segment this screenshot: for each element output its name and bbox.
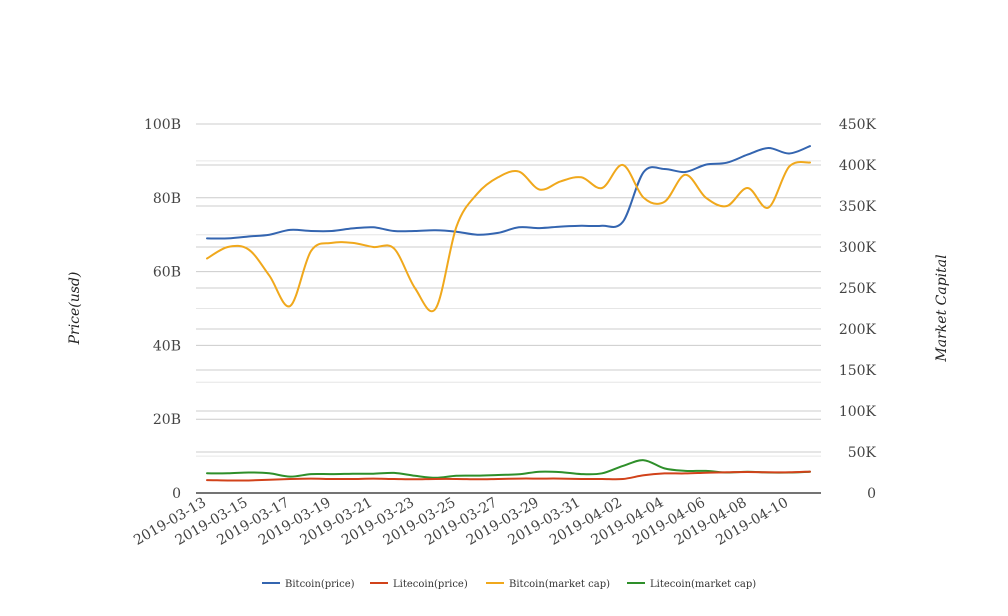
legend-label-litecoin-market-cap: Litecoin(market cap) — [650, 579, 756, 590]
right-tick-label: 200K — [839, 322, 877, 338]
series-lines — [206, 145, 811, 482]
left-axis-title: Price(usd) — [67, 272, 83, 346]
right-tick-label: 450K — [839, 117, 877, 133]
left-tick-label: 60B — [153, 265, 181, 281]
legend: Bitcoin(price) Litecoin(price) Bitcoin(mar… — [262, 579, 756, 590]
left-tick-label: 20B — [153, 412, 181, 428]
right-axis-ticks: 0 50K 100K 150K 200K 250K 300K 350K 400K 450K — [839, 117, 877, 502]
right-tick-label: 150K — [839, 363, 877, 379]
right-axis-title: Market Capital — [934, 254, 950, 362]
right-tick-label: 0 — [867, 486, 876, 502]
right-tick-label: 100K — [839, 404, 877, 420]
left-tick-label: 100B — [144, 117, 181, 133]
series-line-litecoin-price — [206, 470, 811, 482]
left-tick-label: 0 — [172, 486, 181, 502]
right-tick-label: 300K — [839, 240, 877, 256]
series-line-bitcoin-market-cap — [206, 161, 811, 313]
left-axis-ticks: 0 20B 40B 60B 80B 100B — [144, 117, 181, 502]
legend-label-litecoin-price: Litecoin(price) — [393, 579, 468, 590]
left-tick-label: 80B — [153, 191, 181, 207]
series-line-litecoin-market-cap — [206, 459, 811, 479]
grid-lines — [196, 123, 821, 457]
right-tick-label: 50K — [848, 445, 877, 461]
right-tick-label: 350K — [839, 199, 877, 215]
left-tick-label: 40B — [153, 338, 181, 354]
right-tick-label: 400K — [839, 158, 877, 174]
legend-label-bitcoin-price: Bitcoin(price) — [285, 579, 355, 590]
x-axis-ticks: 2019-03-132019-03-152019-03-172019-03-19… — [131, 495, 791, 549]
series-line-bitcoin-price — [206, 145, 811, 240]
right-tick-label: 250K — [839, 281, 877, 297]
legend-label-bitcoin-market-cap: Bitcoin(market cap) — [509, 579, 610, 590]
